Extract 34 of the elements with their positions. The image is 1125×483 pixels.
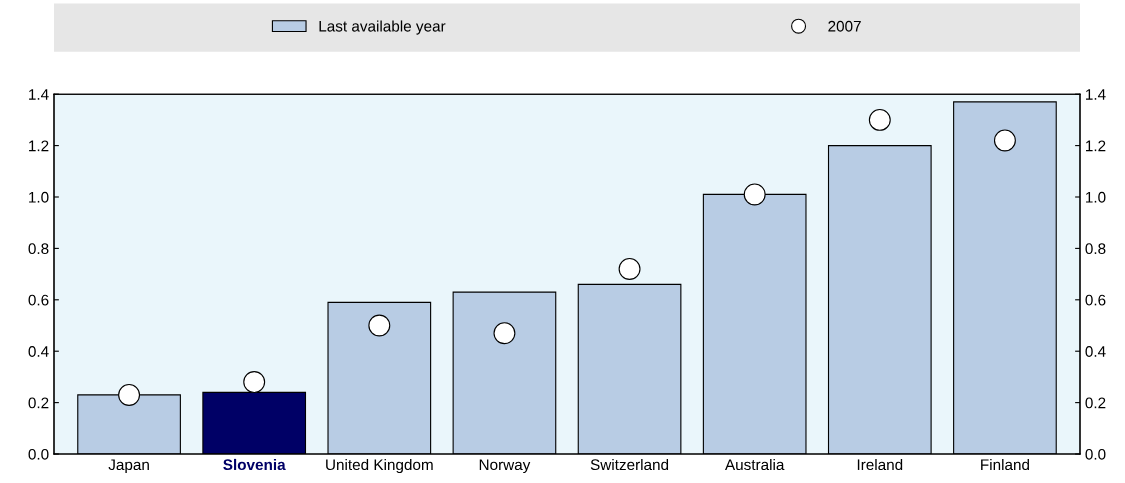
y-tick-label: 0.4 bbox=[28, 346, 49, 357]
y2-tick-label: 1.0 bbox=[1086, 191, 1106, 203]
legend-label: 2007 bbox=[828, 20, 861, 32]
y-tick-label: 0.8 bbox=[28, 243, 49, 255]
point bbox=[743, 183, 766, 206]
y-tick-label: 0.2 bbox=[28, 397, 49, 409]
y-tick-label: 1.4 bbox=[29, 89, 49, 100]
y2-tick-label: 0.0 bbox=[1085, 448, 1106, 460]
y2-tick-label: 1.4 bbox=[1086, 89, 1106, 100]
point bbox=[493, 322, 516, 345]
x-tick-label: Switzerland bbox=[590, 458, 669, 471]
y2-tick-label: 0.8 bbox=[1085, 243, 1106, 255]
point bbox=[618, 257, 641, 280]
point bbox=[368, 314, 391, 337]
y-tick-label: 0.6 bbox=[28, 294, 49, 306]
y2-tick-label: 1.2 bbox=[1086, 140, 1106, 152]
x-tick-label: Australia bbox=[725, 458, 785, 471]
legend-label: Last available year bbox=[319, 20, 446, 35]
x-tick-label: United Kingdom bbox=[326, 458, 433, 474]
y-tick-label: 1.2 bbox=[29, 140, 49, 152]
point bbox=[868, 108, 891, 131]
y2-tick-label: 0.4 bbox=[1085, 346, 1106, 357]
point bbox=[118, 383, 141, 406]
x-tick-label: Slovenia bbox=[223, 458, 286, 471]
y2-tick-label: 0.6 bbox=[1085, 294, 1106, 306]
y-tick-label: 1.0 bbox=[29, 191, 49, 203]
x-tick-label: Norway bbox=[479, 459, 531, 474]
y-tick-label: 0.0 bbox=[28, 448, 49, 460]
x-tick-label: Finland bbox=[981, 458, 1029, 471]
x-tick-label: Ireland bbox=[857, 458, 903, 471]
point bbox=[993, 129, 1016, 152]
x-tick-label: Japan bbox=[108, 459, 149, 474]
point bbox=[243, 371, 266, 394]
y2-tick-label: 0.2 bbox=[1085, 397, 1106, 409]
